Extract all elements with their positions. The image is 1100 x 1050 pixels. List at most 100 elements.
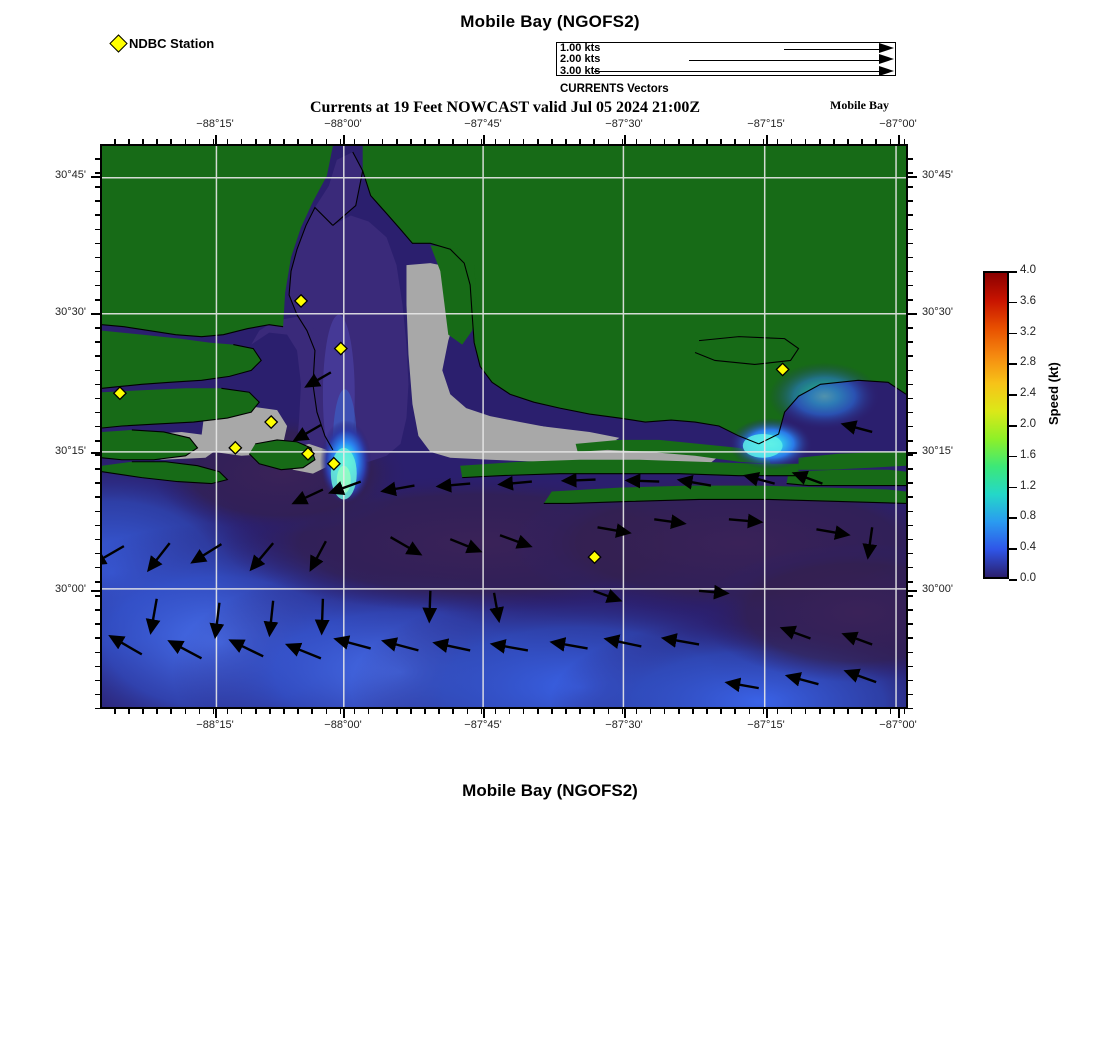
y-axis-minor-tick [95, 355, 100, 357]
x-axis-minor-tick [114, 709, 116, 714]
ndbc-station-marker[interactable] [228, 440, 243, 455]
x-axis-minor-tick [678, 139, 680, 144]
y-axis-minor-tick [908, 581, 913, 583]
y-axis-minor-tick [908, 242, 913, 245]
y-axis-minor-tick [95, 496, 100, 498]
land-polygons [102, 146, 906, 504]
colorbar-tick [1009, 301, 1017, 304]
y-axis-minor-tick [908, 468, 913, 470]
x-axis-tick-label: −87°15' [747, 719, 785, 731]
x-axis-minor-tick [635, 139, 638, 144]
current-vector-arrow [190, 543, 223, 564]
page-title: Mobile Bay (NGOFS2) [460, 12, 640, 31]
current-vector-arrow [489, 639, 529, 654]
ndbc-station-marker[interactable] [587, 550, 602, 565]
x-axis-tick-label: −88°00' [324, 719, 362, 731]
colorbar-tick-label: 2.0 [1020, 418, 1036, 430]
x-axis-minor-tick [889, 709, 892, 714]
x-axis-minor-tick [762, 709, 765, 714]
current-vector-arrow [389, 536, 423, 556]
speed-colorbar[interactable] [983, 271, 1009, 579]
map-plot-area[interactable] [100, 144, 908, 709]
x-axis-minor-tick [424, 709, 426, 714]
y-axis-minor-tick [908, 200, 913, 202]
y-axis-minor-tick [908, 637, 913, 639]
current-vector-arrow [108, 635, 143, 656]
ndbc-station-marker[interactable] [300, 446, 316, 461]
y-axis-minor-tick [95, 270, 100, 273]
ndbc-station-marker[interactable] [293, 293, 309, 308]
ndbc-station-marker[interactable] [333, 341, 348, 356]
y-axis-minor-tick [908, 566, 913, 569]
y-axis-minor-tick [95, 327, 100, 329]
colorbar-tick-label: 2.4 [1020, 387, 1036, 400]
current-vector-arrow [840, 420, 873, 435]
x-axis-minor-tick [649, 139, 652, 144]
x-axis-minor-tick [396, 139, 398, 144]
x-axis-minor-tick [706, 709, 708, 714]
ndbc-station-marker[interactable] [264, 414, 279, 430]
y-axis-minor-tick [95, 397, 100, 400]
current-vector-arrow [816, 525, 851, 540]
colorbar-tick-label: 3.2 [1020, 325, 1036, 338]
colorbar-tick-label: 3.6 [1020, 294, 1036, 307]
x-axis-minor-tick [311, 709, 313, 714]
x-axis-minor-tick [508, 139, 511, 144]
x-axis-minor-tick [621, 139, 624, 144]
x-axis-minor-tick [198, 709, 201, 714]
x-axis-minor-tick [593, 139, 595, 144]
x-axis-major-tick [624, 709, 626, 718]
y-axis-tick-label: 30°00' [55, 583, 86, 595]
colorbar-title: Speed (kt) [1046, 362, 1061, 425]
vector-arrowhead-3 [879, 65, 894, 76]
x-axis-major-tick [624, 135, 626, 144]
x-axis-minor-tick [381, 139, 384, 144]
y-axis-major-tick [908, 313, 917, 315]
y-axis-tick-label: 30°30' [55, 306, 86, 318]
y-axis-tick-label: 30°15' [55, 445, 86, 457]
y-axis-minor-tick [908, 228, 913, 231]
vector-arrowhead-1 [879, 43, 894, 53]
x-axis-minor-tick [776, 709, 779, 714]
y-axis-minor-tick [95, 538, 100, 541]
ndbc-station-marker[interactable] [326, 456, 341, 471]
y-axis-minor-tick [908, 440, 913, 442]
y-axis-major-tick [91, 176, 100, 178]
x-axis-minor-tick [790, 709, 793, 714]
y-axis-minor-tick [95, 454, 100, 456]
colorbar-tick [1009, 486, 1017, 489]
x-axis-minor-tick [607, 709, 610, 714]
x-axis-minor-tick [565, 709, 567, 714]
y-axis-minor-tick [95, 468, 100, 470]
y-axis-minor-tick [95, 425, 100, 428]
x-axis-minor-tick [748, 709, 751, 714]
x-axis-major-tick [215, 135, 217, 144]
current-vector-arrow [309, 540, 327, 572]
x-axis-minor-tick [522, 139, 525, 144]
current-vector-arrow [624, 473, 660, 489]
ndbc-station-marker[interactable] [775, 362, 790, 377]
current-vector-arrow [209, 602, 225, 640]
x-axis-tick-label: −88°15' [196, 118, 234, 130]
ndbc-station-markers[interactable] [112, 293, 790, 565]
x-axis-minor-tick [480, 709, 483, 714]
ndbc-station-marker[interactable] [112, 386, 127, 401]
x-axis-minor-tick [522, 709, 525, 714]
y-axis-minor-tick [908, 707, 913, 710]
x-axis-minor-tick [804, 139, 807, 144]
x-axis-minor-tick [170, 709, 172, 714]
y-axis-major-tick [91, 452, 100, 454]
region-label: Mobile Bay [830, 98, 889, 112]
x-axis-minor-tick [847, 709, 849, 714]
x-axis-minor-tick [212, 139, 215, 144]
y-axis-minor-tick [95, 214, 100, 216]
y-axis-major-tick [91, 313, 100, 315]
x-axis-major-tick [343, 709, 345, 718]
current-vector-arrow [603, 634, 642, 649]
y-axis-minor-tick [95, 341, 100, 343]
x-axis-major-tick [898, 709, 900, 718]
x-axis-tick-label: −88°15' [196, 719, 234, 731]
current-vector-arrow [145, 598, 161, 635]
y-axis-tick-label: 30°00' [922, 583, 953, 595]
x-axis-minor-tick [381, 709, 384, 714]
